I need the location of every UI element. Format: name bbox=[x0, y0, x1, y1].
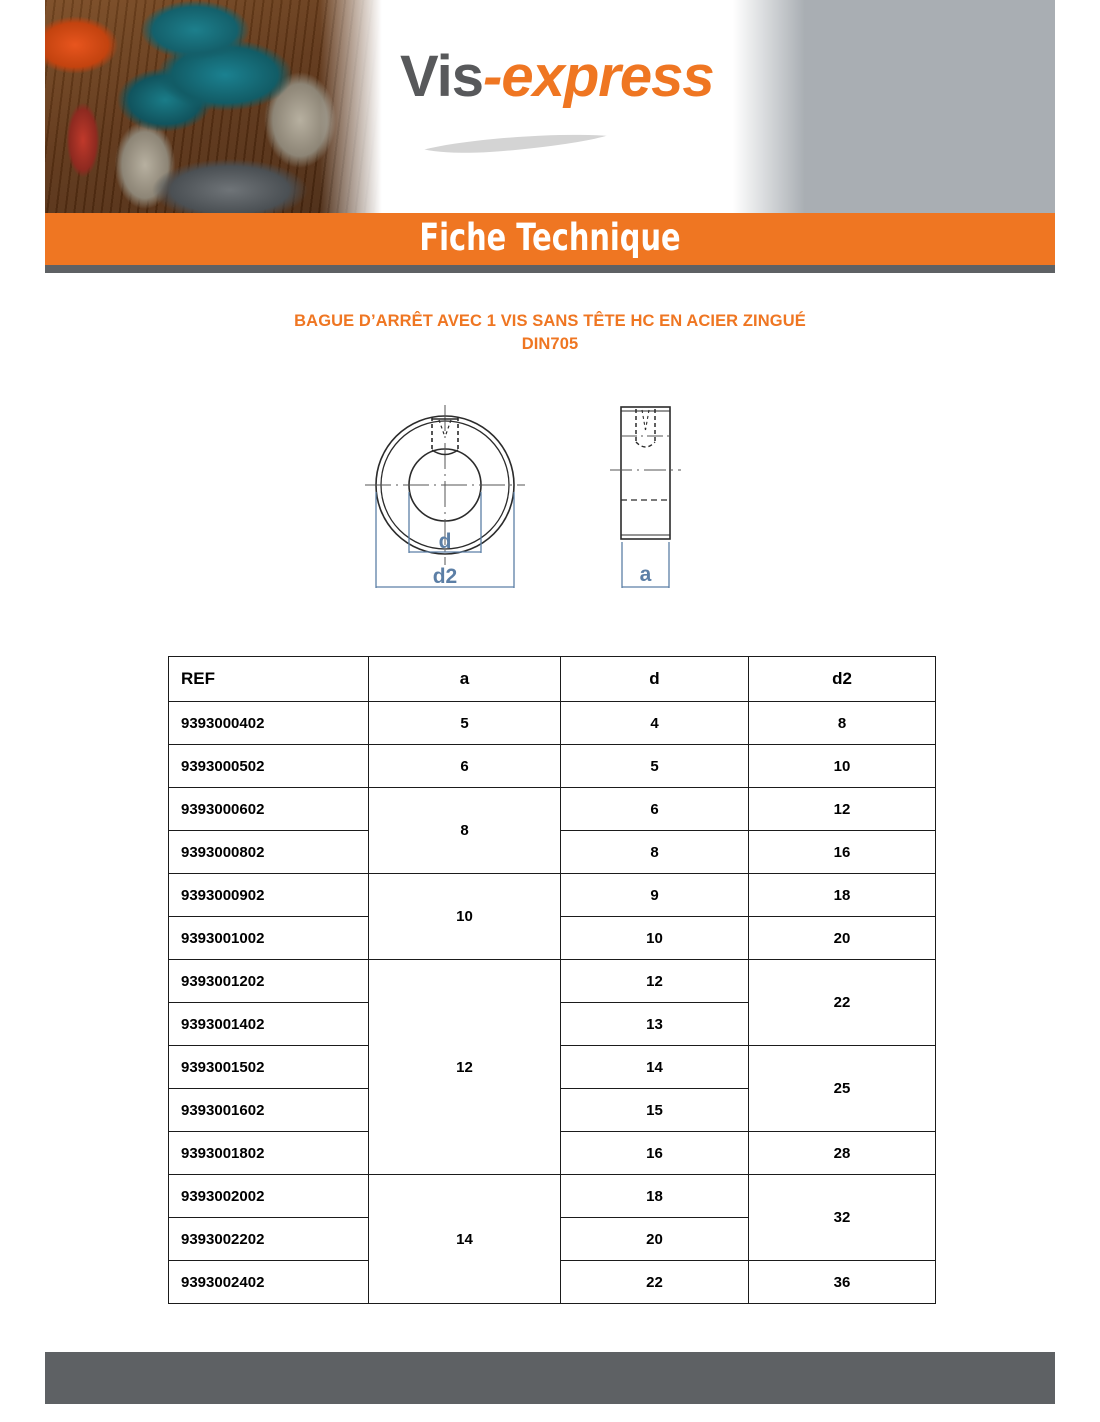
cell-ref: 9393002402 bbox=[168, 1260, 369, 1304]
cell-a: 6 bbox=[368, 744, 561, 788]
table-row: 9393002002 14 18 32 bbox=[168, 1174, 936, 1304]
cell-ref: 9393001002 bbox=[168, 916, 369, 960]
cell-d2: 12 bbox=[748, 787, 936, 831]
dimension-a: a bbox=[621, 542, 670, 588]
dimension-d-label: d bbox=[439, 530, 452, 553]
cell-ref: 9393000502 bbox=[168, 744, 369, 788]
cell-a: 14 bbox=[368, 1174, 561, 1304]
cell-d: 6 bbox=[560, 787, 749, 831]
table-body: 9393000402 5 4 8 9393000502 6 5 10 9393000602 8 6 1… bbox=[168, 701, 936, 1304]
cell-ref: 9393001402 bbox=[168, 1002, 369, 1046]
header-d2: d2 bbox=[748, 656, 936, 702]
cell-d2: 36 bbox=[748, 1260, 936, 1304]
table-row: 9393000602 8 6 12 bbox=[168, 787, 936, 874]
specification-table: REF a d d2 9393000402 5 4 8 9393000502 6 5 10 93… bbox=[168, 656, 936, 1304]
brand-logo: Vis-express bbox=[400, 48, 715, 168]
logo-secondary-text: -express bbox=[483, 44, 715, 109]
table-header-row: REF a d d2 bbox=[168, 656, 936, 702]
cell-d: 13 bbox=[560, 1002, 749, 1046]
cell-a: 10 bbox=[368, 873, 561, 960]
cell-d2: 20 bbox=[748, 916, 936, 960]
cell-d: 12 bbox=[560, 959, 749, 1003]
cell-ref: 9393002002 bbox=[168, 1174, 369, 1218]
cell-d: 14 bbox=[560, 1045, 749, 1089]
banner-under-bar bbox=[45, 265, 1055, 273]
cell-ref: 9393000802 bbox=[168, 830, 369, 874]
table-row: 9393000402 5 4 8 bbox=[168, 701, 936, 745]
table-row: 9393000902 10 9 18 bbox=[168, 873, 936, 960]
cell-d: 8 bbox=[560, 830, 749, 874]
header-ref: REF bbox=[168, 656, 369, 702]
cell-d2: 8 bbox=[748, 701, 936, 745]
bague-front-view bbox=[365, 405, 525, 565]
cell-ref: 9393002202 bbox=[168, 1217, 369, 1261]
dimension-d2-label: d2 bbox=[433, 565, 458, 588]
dimension-a-label: a bbox=[640, 563, 652, 586]
cell-ref: 9393000902 bbox=[168, 873, 369, 917]
header-a: a bbox=[368, 656, 561, 702]
cell-d2: 18 bbox=[748, 873, 936, 917]
table-row: 9393002402 22 36 bbox=[168, 1260, 936, 1304]
table-row: 9393001502 14 25 bbox=[168, 1045, 936, 1132]
dimension-d2: d2 bbox=[375, 492, 515, 588]
dimension-d: d bbox=[408, 492, 482, 553]
cell-d2: 10 bbox=[748, 744, 936, 788]
cell-ref: 9393001802 bbox=[168, 1131, 369, 1175]
product-title: BAGUE D’ARRÊT AVEC 1 VIS SANS TÊTE HC EN… bbox=[120, 310, 980, 356]
table-row: 9393002202 20 bbox=[168, 1217, 936, 1261]
table-row: 9393000802 8 16 bbox=[168, 830, 936, 874]
cell-ref: 9393000602 bbox=[168, 787, 369, 831]
cell-d: 20 bbox=[560, 1217, 749, 1261]
cell-d: 9 bbox=[560, 873, 749, 917]
cell-ref: 9393001602 bbox=[168, 1088, 369, 1132]
workbench-photo bbox=[45, 0, 390, 213]
banner-title: Fiche Technique bbox=[419, 216, 681, 259]
logo-swoosh-icon bbox=[409, 117, 625, 158]
table-row: 9393001402 13 bbox=[168, 1002, 936, 1046]
product-title-line2: DIN705 bbox=[521, 335, 579, 353]
cell-ref: 9393000402 bbox=[168, 701, 369, 745]
cell-a: 12 bbox=[368, 959, 561, 1175]
footer-bar bbox=[45, 1352, 1055, 1404]
technical-drawing: d d2 bbox=[340, 380, 740, 615]
table-row: 9393001202 12 12 22 bbox=[168, 959, 936, 1175]
product-title-line1: BAGUE D’ARRÊT AVEC 1 VIS SANS TÊTE HC EN… bbox=[294, 312, 806, 330]
table-row: 9393001002 10 20 bbox=[168, 916, 936, 960]
bague-side-view bbox=[610, 406, 681, 540]
cell-d2: 25 bbox=[748, 1045, 936, 1132]
screws-photo bbox=[725, 0, 1055, 213]
cell-a: 5 bbox=[368, 701, 561, 745]
cell-d2: 32 bbox=[748, 1174, 936, 1261]
table-row: 9393000502 6 5 10 bbox=[168, 744, 936, 788]
table-row: 9393001802 16 28 bbox=[168, 1131, 936, 1175]
cell-ref: 9393001502 bbox=[168, 1045, 369, 1089]
cell-d: 16 bbox=[560, 1131, 749, 1175]
header-d: d bbox=[560, 656, 749, 702]
cell-d: 22 bbox=[560, 1260, 749, 1304]
cell-d: 18 bbox=[560, 1174, 749, 1218]
cell-d: 15 bbox=[560, 1088, 749, 1132]
drawing-svg: d d2 bbox=[365, 405, 681, 588]
page-header: Vis-express bbox=[45, 0, 1055, 213]
logo-primary-text: Vis bbox=[400, 44, 484, 109]
cell-d: 4 bbox=[560, 701, 749, 745]
cell-ref: 9393001202 bbox=[168, 959, 369, 1003]
cell-d: 10 bbox=[560, 916, 749, 960]
cell-d2: 28 bbox=[748, 1131, 936, 1175]
fiche-technique-banner: Fiche Technique bbox=[45, 213, 1055, 265]
cell-d2: 16 bbox=[748, 830, 936, 874]
cell-d: 5 bbox=[560, 744, 749, 788]
cell-d2: 22 bbox=[748, 959, 936, 1046]
cell-a: 8 bbox=[368, 787, 561, 874]
table-row: 9393001602 15 bbox=[168, 1088, 936, 1132]
